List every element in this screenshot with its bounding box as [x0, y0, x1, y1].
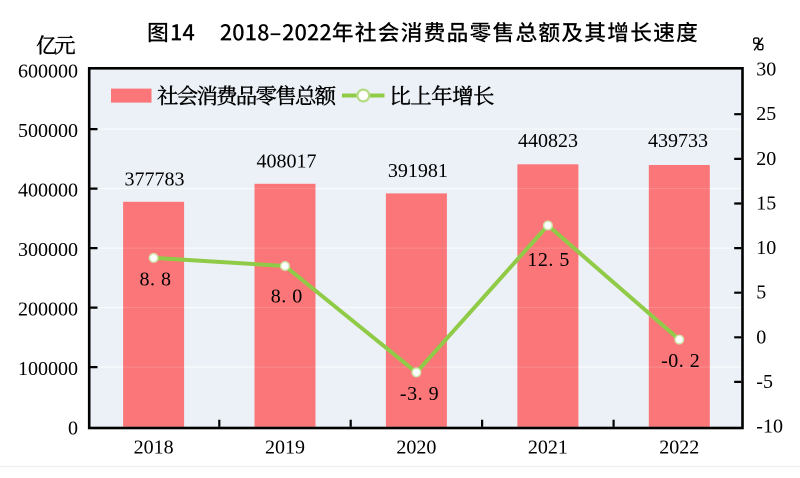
svg-text:20: 20: [756, 148, 776, 170]
svg-text:15: 15: [756, 192, 776, 214]
svg-text:2018: 2018: [134, 436, 174, 458]
svg-text:2019: 2019: [265, 436, 305, 458]
svg-text:377783: 377783: [125, 169, 185, 191]
svg-text:-0. 2: -0. 2: [661, 350, 700, 372]
svg-text:12. 5: 12. 5: [527, 249, 570, 271]
svg-text:408017: 408017: [257, 151, 317, 173]
svg-text:25: 25: [756, 103, 776, 125]
svg-text:-5: -5: [756, 371, 773, 393]
svg-text:400000: 400000: [18, 180, 78, 202]
svg-text:-3. 9: -3. 9: [400, 383, 439, 405]
svg-text:10: 10: [756, 237, 776, 259]
svg-text:8. 8: 8. 8: [140, 269, 172, 291]
svg-text:0: 0: [68, 418, 78, 440]
svg-text:-10: -10: [756, 416, 783, 438]
svg-text:300000: 300000: [18, 239, 78, 261]
svg-text:30: 30: [756, 59, 776, 81]
svg-text:2022: 2022: [659, 436, 699, 458]
svg-text:440823: 440823: [518, 130, 578, 152]
svg-text:100000: 100000: [18, 358, 78, 380]
svg-text:500000: 500000: [18, 120, 78, 142]
svg-text:5: 5: [756, 282, 766, 304]
svg-text:439733: 439733: [648, 130, 708, 152]
svg-text:0: 0: [756, 326, 766, 348]
svg-text:200000: 200000: [18, 299, 78, 321]
svg-text:391981: 391981: [388, 160, 448, 182]
svg-text:600000: 600000: [18, 61, 78, 83]
svg-text:8. 0: 8. 0: [271, 286, 303, 308]
svg-text:2020: 2020: [396, 436, 436, 458]
svg-text:2021: 2021: [528, 436, 568, 458]
